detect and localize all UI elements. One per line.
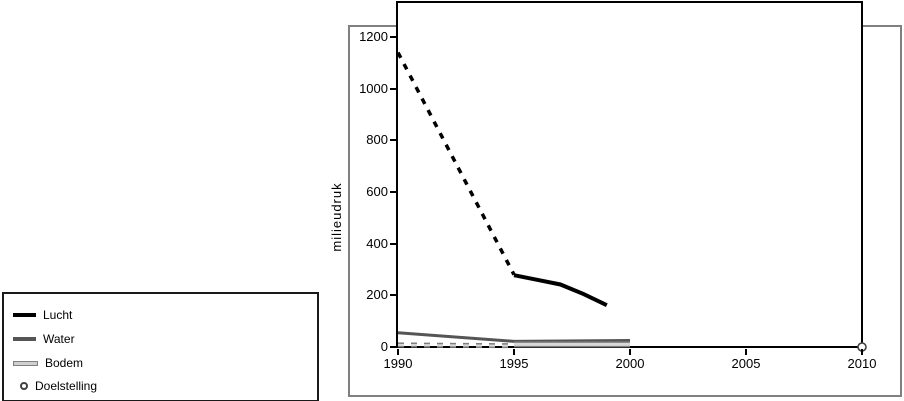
x-tick-mark [861,349,863,355]
legend-label-bodem: Bodem [45,356,84,370]
x-tick-mark [513,349,515,355]
y-tick-mark [390,346,397,348]
bodem-line-swatch-icon [13,360,38,366]
legend-label-lucht: Lucht [43,308,73,322]
y-tick-mark [390,294,397,297]
x-tick-label: 1995 [499,356,529,371]
x-tick-mark [745,349,747,355]
x-tick-label: 2005 [731,356,761,371]
x-tick-label: 2010 [847,356,877,371]
legend-box: Lucht Water Bodem Doelstelling [2,292,319,401]
plot-area [396,1,863,348]
series-lucht-1995-1999 [513,273,608,307]
legend-item-bodem: Bodem [13,355,83,371]
y-tick-label: 200 [366,287,388,303]
y-tick-mark [390,87,397,90]
y-tick-label: 800 [366,132,388,148]
series-water-1990-2000 [397,331,631,343]
legend-item-doelstelling: Doelstelling [13,378,97,394]
lucht-line-swatch-icon [13,313,36,317]
legend-label-water: Water [43,332,75,346]
series-bodem-1990-1995 [397,343,515,347]
water-line-swatch-icon [13,337,36,341]
x-tick-mark [629,349,631,355]
y-tick-label: 1200 [359,29,388,44]
y-tick-label: 400 [366,235,388,251]
y-tick-label: 0 [380,339,388,354]
legend-item-lucht: Lucht [13,307,72,323]
y-tick-mark [390,36,397,38]
series-lucht-1990-1995 [396,51,516,276]
y-tick-mark [390,242,397,245]
y-tick-mark [390,191,397,193]
y-tick-label: 600 [366,184,388,199]
legend-label-doelstelling: Doelstelling [35,379,98,393]
x-tick-mark [397,349,399,355]
y-axis-title: milieudruk [329,182,344,252]
legend-item-water: Water [13,331,75,347]
y-tick-mark [390,139,397,142]
plot-lines-svg [396,51,867,352]
doelstelling-marker-swatch-icon [20,382,28,390]
y-tick-label: 1000 [359,80,388,96]
x-tick-label: 2000 [615,356,645,371]
x-tick-label: 1990 [383,356,413,371]
